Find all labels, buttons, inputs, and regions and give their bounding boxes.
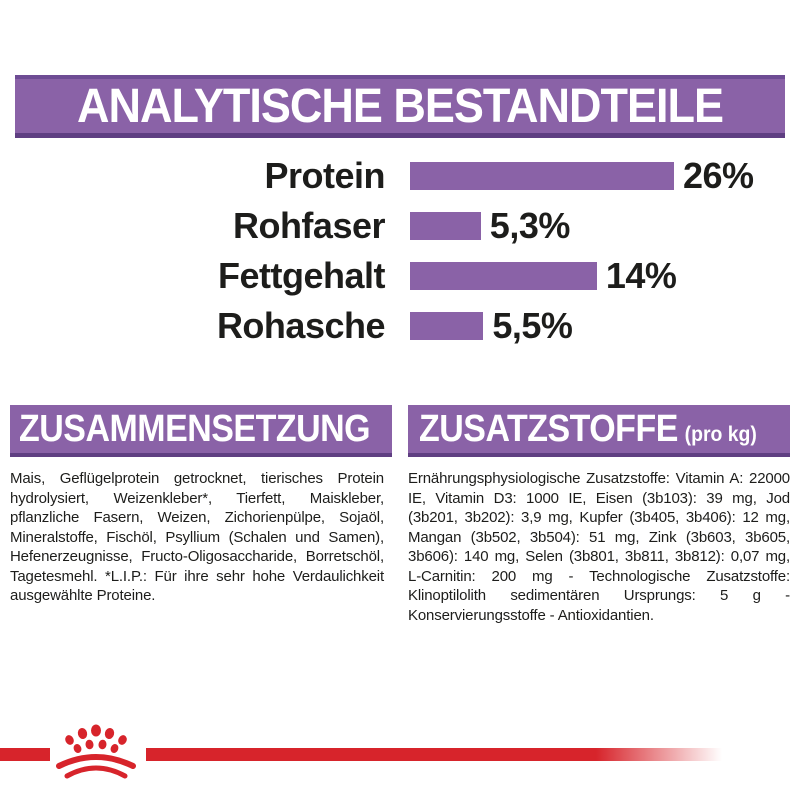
analytical-components-banner: ANALYTISCHE BESTANDTEILE (15, 75, 785, 138)
chart-value: 5,5% (492, 305, 573, 346)
chart-bar (410, 162, 674, 190)
royal-canin-crown-icon (56, 724, 136, 779)
footer-divider-line-left (0, 748, 50, 761)
composition-banner: ZUSAMMENSETZUNG (10, 405, 392, 457)
composition-title: ZUSAMMENSETZUNG (19, 407, 371, 450)
additives-title-suffix: (pro kg) (684, 422, 757, 447)
nutrient-bar-chart: Protein 26% Rohfaser 5,3% Fettgehalt 14%… (0, 155, 800, 355)
chart-label: Rohasche (216, 305, 386, 346)
analytical-components-title: ANALYTISCHE BESTANDTEILE (76, 77, 724, 133)
chart-row-rohasche: Rohasche 5,5% (0, 305, 800, 346)
chart-bar (410, 212, 481, 240)
chart-row-protein: Protein 26% (0, 155, 800, 196)
additives-title: ZUSATZSTOFFE (pro kg) (419, 407, 757, 450)
composition-text: Mais, Geflügelprotein getrocknet, tieris… (10, 470, 384, 604)
chart-label: Protein (264, 155, 385, 196)
additives-title-text: ZUSATZSTOFFE (419, 407, 678, 450)
chart-row-fettgehalt: Fettgehalt 14% (0, 255, 800, 296)
chart-label: Fettgehalt (217, 255, 386, 296)
chart-bar (410, 262, 597, 290)
additives-banner: ZUSATZSTOFFE (pro kg) (408, 405, 790, 457)
chart-value: 5,3% (489, 205, 571, 246)
chart-row-rohfaser: Rohfaser 5,3% (0, 205, 800, 246)
chart-label: Rohfaser (232, 205, 386, 246)
composition-title-text: ZUSAMMENSETZUNG (19, 407, 371, 450)
footer-divider-line-right (146, 748, 746, 761)
chart-value: 14% (605, 255, 677, 296)
chart-value: 26% (683, 155, 754, 196)
additives-text: Ernährungsphysiologische Zusatzstoffe: V… (408, 470, 790, 624)
chart-bar (410, 312, 484, 340)
